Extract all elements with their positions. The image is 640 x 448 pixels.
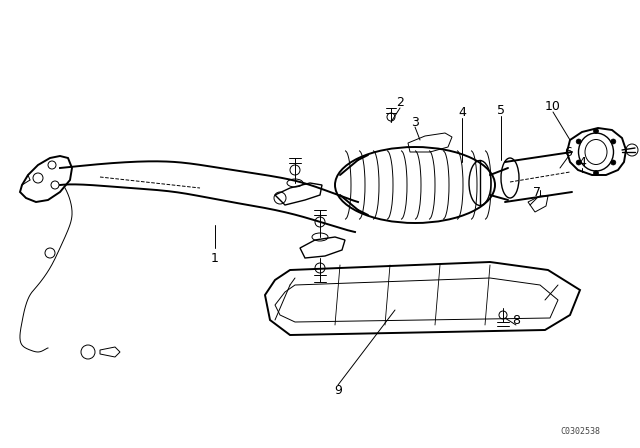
- Text: 6: 6: [564, 146, 572, 159]
- Circle shape: [593, 129, 598, 134]
- Circle shape: [611, 160, 616, 165]
- Circle shape: [593, 171, 598, 176]
- Text: 4: 4: [578, 156, 586, 169]
- Text: 3: 3: [411, 116, 419, 129]
- Text: 1: 1: [211, 251, 219, 264]
- Text: 7: 7: [533, 186, 541, 199]
- Text: 5: 5: [497, 104, 505, 117]
- Text: 4: 4: [458, 107, 466, 120]
- Circle shape: [611, 139, 616, 144]
- Text: 8: 8: [512, 314, 520, 327]
- Text: 10: 10: [545, 100, 561, 113]
- Circle shape: [576, 139, 581, 144]
- Text: 2: 2: [396, 96, 404, 109]
- Text: 9: 9: [334, 383, 342, 396]
- Circle shape: [576, 160, 581, 165]
- Text: C0302538: C0302538: [560, 427, 600, 436]
